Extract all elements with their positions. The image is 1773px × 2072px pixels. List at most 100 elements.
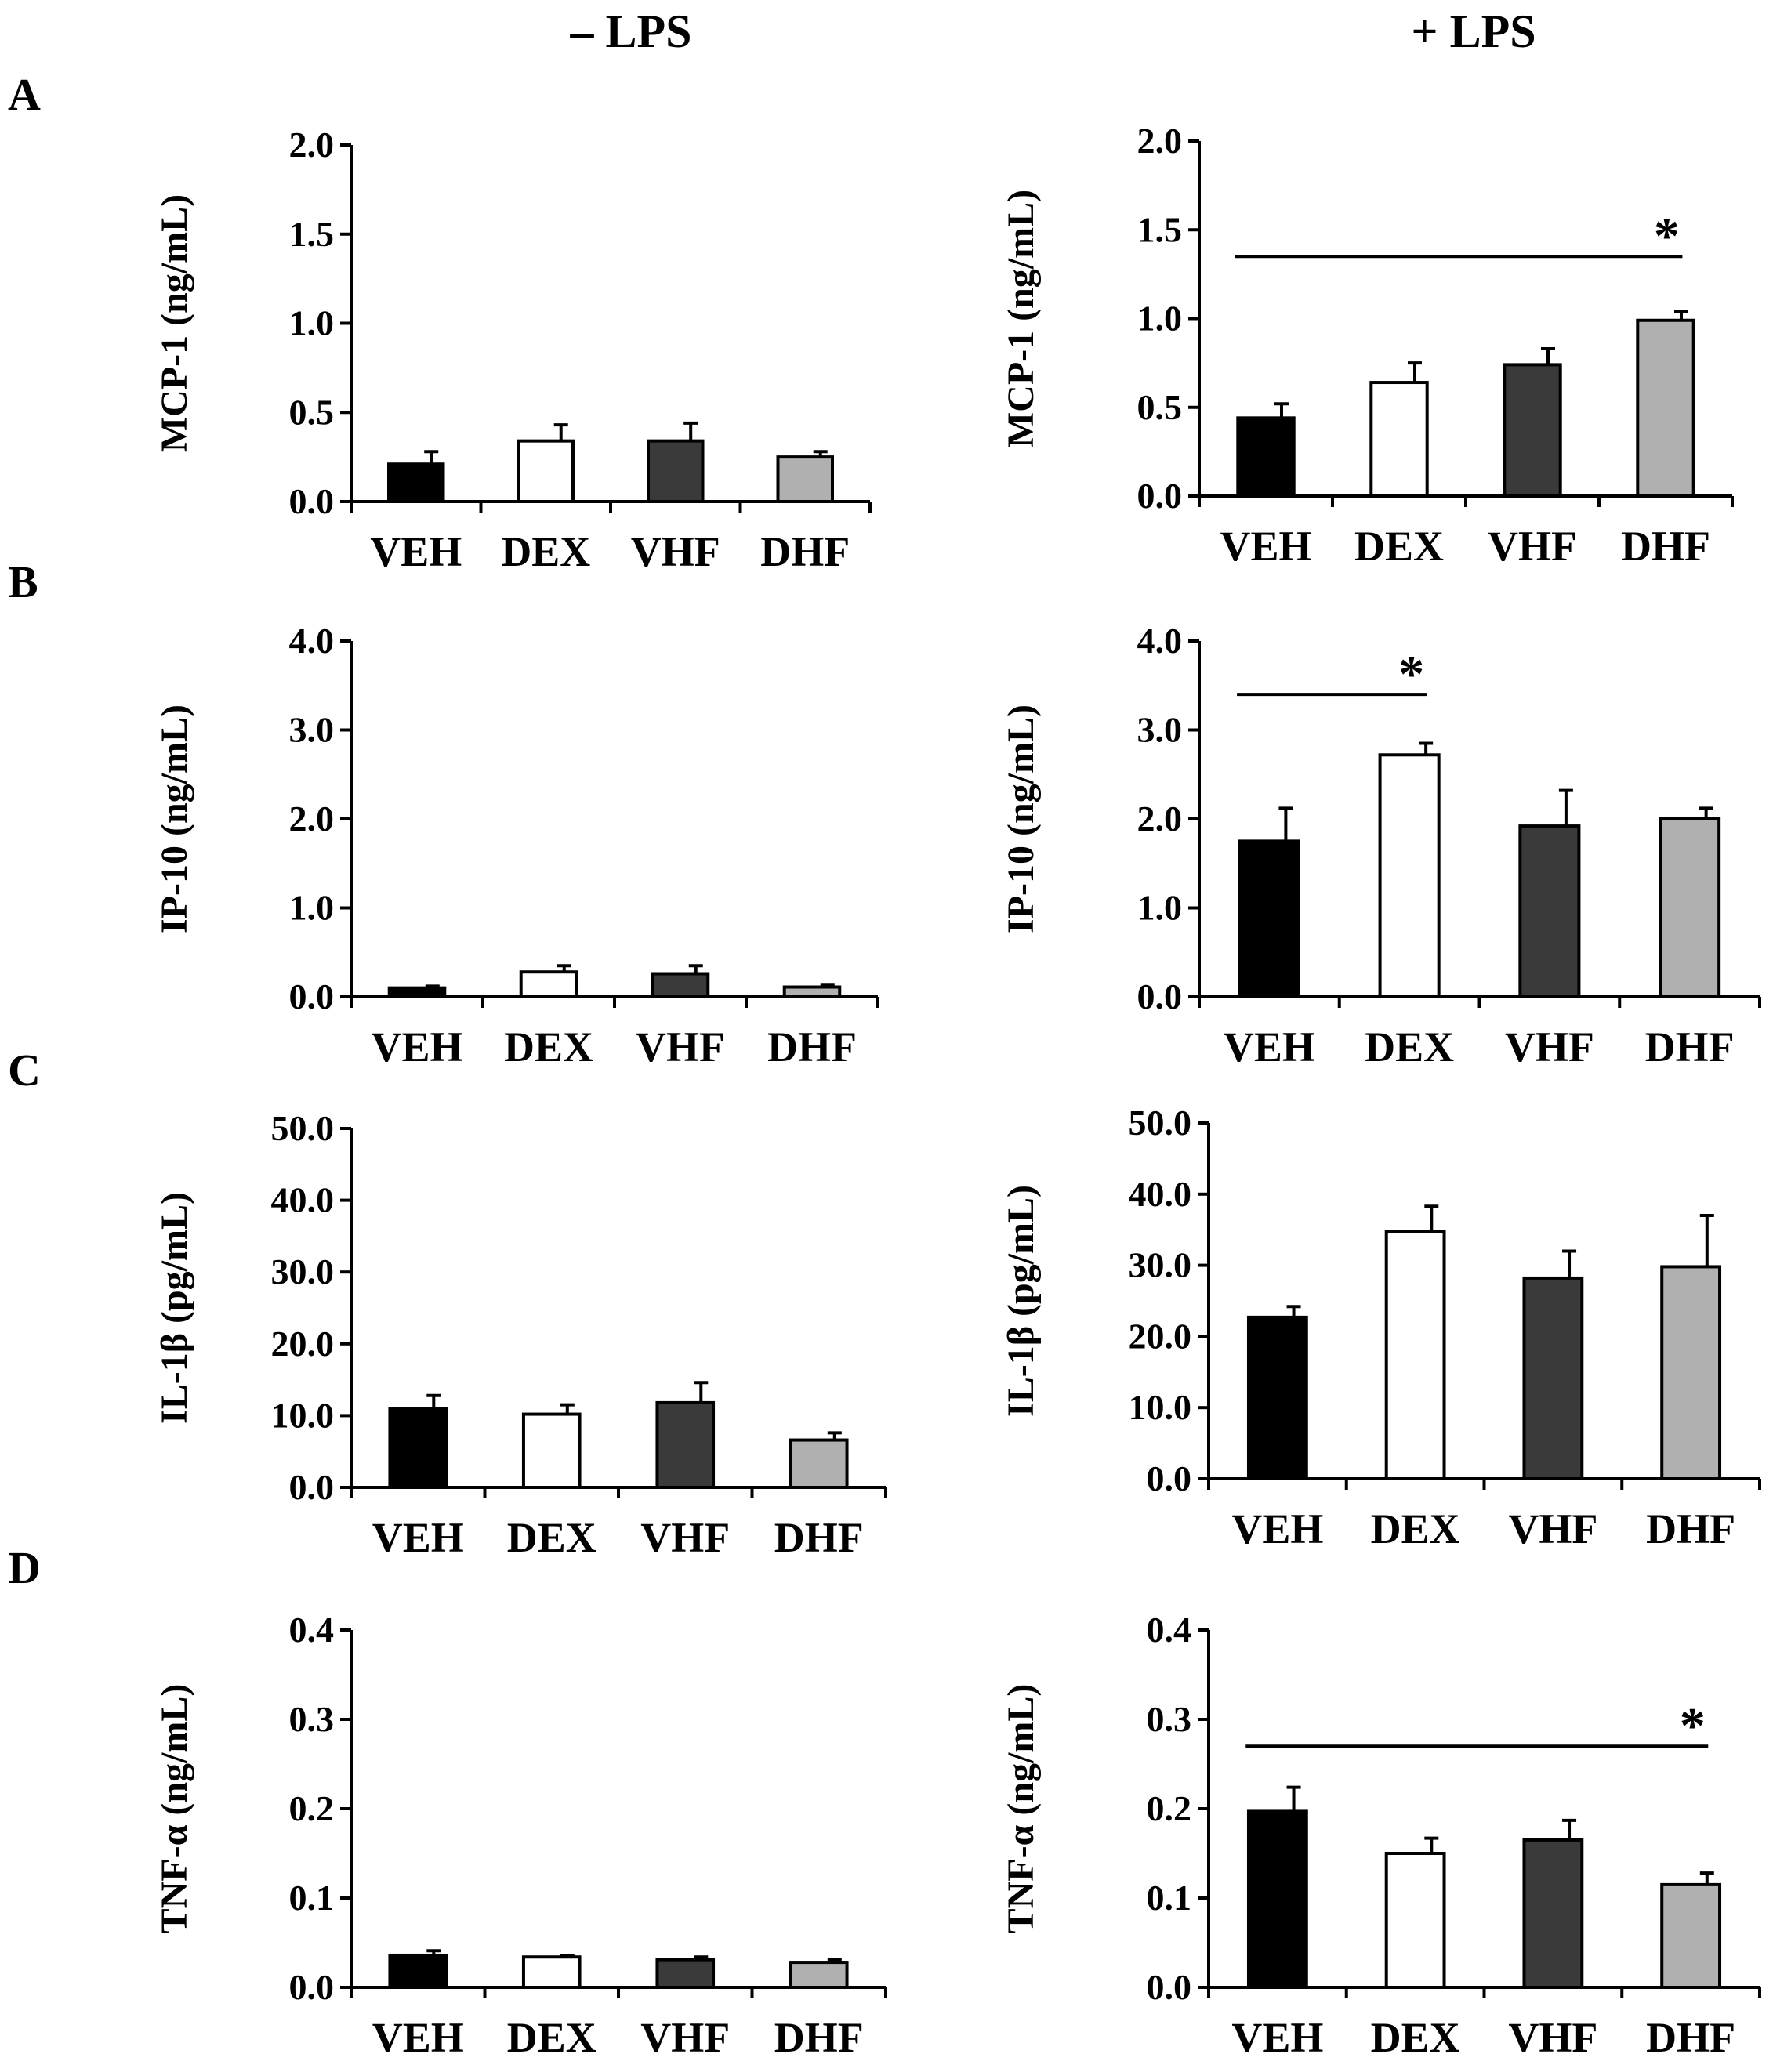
panel-b-plus-lps-category-label-veh: VEH: [1224, 1023, 1315, 1070]
panel-b-plus-lps-bar-dhf: [1659, 817, 1721, 998]
panel-c-plus-lps-y-tick-label: 50.0: [1129, 1103, 1192, 1143]
panel-b-minus-lps-chart: 0.0 1.0 2.0 3.0 4.0 VEH DEX VHF DHF IP-10 (ng/mL): [154, 621, 879, 1070]
panel-c-plus-lps-y-tick-label: 30.0: [1129, 1245, 1192, 1285]
panel-b-minus-lps-y-tick-label: 1.0: [289, 888, 335, 928]
panel-a-minus-lps-y-tick-label: 0.5: [289, 392, 335, 432]
panel-d-plus-lps-bar-vhf: [1522, 1838, 1584, 1989]
panel-b-minus-lps-category-label-vhf: VHF: [636, 1023, 725, 1070]
panel-a-plus-lps-bar-veh: [1236, 416, 1296, 498]
panel-a-plus-lps-y-tick-label: 0.0: [1137, 476, 1183, 516]
column-title-plus-lps: + LPS: [1411, 5, 1536, 57]
panel-d-minus-lps-category-label-vhf: VHF: [640, 2014, 730, 2061]
panel-c-minus-lps-category-label-veh: VEH: [372, 1514, 464, 1561]
panel-a-minus-lps-bar-veh: [386, 462, 445, 503]
panel-b-minus-lps-y-tick-label: 4.0: [289, 621, 335, 661]
panel-b-plus-lps-bar-veh: [1238, 839, 1300, 998]
panel-d-plus-lps-bar-dex: [1384, 1852, 1446, 1989]
column-title-minus-lps: – LPS: [569, 5, 691, 57]
panel-c-plus-lps-y-tick-label: 20.0: [1129, 1316, 1192, 1356]
panel-c-minus-lps-bar-dhf: [789, 1438, 849, 1489]
panel-a-minus-lps-y-tick-label: 1.5: [289, 214, 335, 254]
panel-b-plus-lps-y-tick-label: 1.0: [1137, 888, 1183, 928]
panel-c-minus-lps-category-label-dhf: DHF: [774, 1514, 864, 1561]
panel-a-minus-lps-y-axis-label: MCP-1 (ng/mL): [154, 194, 195, 452]
panel-d-minus-lps-bar-dex: [521, 1955, 582, 1989]
panel-b-minus-lps-y-tick-label: 2.0: [289, 799, 335, 839]
panel-b-minus-lps-category-label-dhf: DHF: [767, 1023, 857, 1070]
panel-a-minus-lps-category-label-vhf: VHF: [631, 528, 720, 575]
panel-b-minus-lps-y-tick-label: 3.0: [289, 710, 335, 750]
panel-d-plus-lps-y-tick-label: 0.4: [1147, 1610, 1192, 1650]
panel-c-plus-lps-category-label-veh: VEH: [1231, 1505, 1323, 1552]
panel-c-plus-lps-category-label-dhf: DHF: [1646, 1505, 1735, 1552]
panel-a-plus-lps-y-tick-label: 2.0: [1137, 121, 1183, 161]
panel-a-plus-lps-category-label-vhf: VHF: [1488, 523, 1577, 570]
panel-c-minus-lps-bar-dex: [521, 1412, 582, 1489]
panel-a-plus-lps-y-tick-label: 0.5: [1137, 387, 1183, 427]
panel-a-plus-lps-category-label-veh: VEH: [1220, 523, 1311, 570]
panel-c-minus-lps-category-label-dex: DEX: [507, 1514, 596, 1561]
panel-c-plus-lps-y-tick-label: 0.0: [1147, 1458, 1192, 1498]
panel-c-minus-lps-y-tick-label: 40.0: [271, 1180, 335, 1220]
panel-b-plus-lps-y-tick-label: 3.0: [1137, 710, 1183, 750]
panel-a-minus-lps-y-tick-label: 2.0: [289, 125, 335, 165]
panel-a-plus-lps-chart: 0.0 0.5 1.0 1.5 2.0 VEH DEX VHF DHF MCP-1 (ng/mL)…: [1000, 121, 1734, 570]
panel-b-plus-lps-y-tick-label: 2.0: [1137, 799, 1183, 839]
panel-c-minus-lps-y-axis-label: IL-1β (pg/mL): [154, 1192, 195, 1424]
panel-a-plus-lps-category-label-dex: DEX: [1354, 523, 1444, 570]
panel-d-plus-lps-y-tick-label: 0.1: [1147, 1878, 1192, 1918]
panel-b-minus-lps-category-label-dex: DEX: [504, 1023, 593, 1070]
panel-c-plus-lps-chart: 0.0 10.0 20.0 30.0 40.0 50.0 VEH DEX VHF DHF IL-1β…: [1000, 1103, 1761, 1552]
panel-b-plus-lps-chart: 0.0 1.0 2.0 3.0 4.0 VEH DEX VHF DHF IP-10 (ng/mL)…: [1000, 621, 1761, 1070]
panel-d-minus-lps-category-label-dhf: DHF: [774, 2014, 864, 2061]
panel-b-plus-lps-category-label-dex: DEX: [1365, 1023, 1454, 1070]
panel-a-minus-lps-category-label-dhf: DHF: [760, 528, 850, 575]
panel-d-plus-lps-category-label-vhf: VHF: [1508, 2014, 1597, 2061]
panel-a-plus-lps-category-label-dhf: DHF: [1621, 523, 1710, 570]
panel-c-minus-lps-category-label-vhf: VHF: [640, 1514, 730, 1561]
panel-c-plus-lps-bar-vhf: [1522, 1276, 1584, 1480]
panel-d-plus-lps-category-label-dex: DEX: [1371, 2014, 1460, 2061]
panel-a-minus-lps-chart: 0.0 0.5 1.0 1.5 2.0 VEH DEX VHF DHF MCP-1 (ng/mL): [154, 125, 872, 575]
panel-c-plus-lps-y-axis-label: IL-1β (pg/mL): [1000, 1185, 1042, 1417]
panel-letter-c: C: [8, 1045, 41, 1096]
panel-d-minus-lps-bar-dhf: [789, 1961, 849, 1990]
panel-c-minus-lps-y-tick-label: 0.0: [289, 1467, 335, 1507]
panel-a-plus-lps-bar-vhf: [1503, 363, 1562, 498]
panel-b-plus-lps-bar-dex: [1378, 753, 1441, 999]
charts: 0.0 0.5 1.0 1.5 2.0 VEH DEX VHF DHF MCP-1 (ng/mL)…: [154, 121, 1761, 2061]
panel-a-minus-lps-category-label-veh: VEH: [370, 528, 462, 575]
panel-c-minus-lps-bar-veh: [388, 1407, 448, 1489]
panel-d-plus-lps-chart: 0.0 0.1 0.2 0.3 0.4 VEH DEX VHF DHF TNF-α (ng/mL)…: [1000, 1610, 1761, 2061]
panel-d-minus-lps-bar-veh: [388, 1953, 448, 1989]
panel-b-minus-lps-bar-veh: [387, 986, 447, 999]
panel-b-plus-lps-y-tick-label: 4.0: [1137, 621, 1183, 661]
panel-b-plus-lps-category-label-dhf: DHF: [1645, 1023, 1735, 1070]
panel-d-minus-lps-bar-vhf: [655, 1958, 716, 1989]
panel-a-plus-lps-y-axis-label: MCP-1 (ng/mL): [1000, 190, 1042, 447]
panel-a-minus-lps-bar-vhf: [646, 439, 705, 504]
panel-a-plus-lps-bar-dex: [1369, 381, 1429, 498]
panel-a-minus-lps-bar-dhf: [776, 455, 835, 503]
panel-b-plus-lps-significance-star: *: [1398, 646, 1424, 703]
panel-d-minus-lps-category-label-veh: VEH: [372, 2014, 464, 2061]
panel-c-plus-lps-bar-dhf: [1660, 1265, 1722, 1481]
panel-c-plus-lps-y-tick-label: 10.0: [1129, 1387, 1192, 1427]
panel-b-plus-lps-bar-vhf: [1518, 824, 1581, 998]
panel-c-minus-lps-y-tick-label: 30.0: [271, 1252, 335, 1291]
panel-a-plus-lps-y-tick-label: 1.0: [1137, 299, 1183, 339]
panel-d-minus-lps-y-axis-label: TNF-α (ng/mL): [154, 1684, 195, 1934]
panel-d-minus-lps-y-tick-label: 0.0: [289, 1967, 335, 2007]
panel-d-plus-lps-y-axis-label: TNF-α (ng/mL): [1000, 1684, 1042, 1934]
panel-a-minus-lps-y-tick-label: 1.0: [289, 303, 335, 343]
panel-a-minus-lps-category-label-dex: DEX: [501, 528, 590, 575]
panel-d-minus-lps-chart: 0.0 0.1 0.2 0.3 0.4 VEH DEX VHF DHF TNF-α (ng/mL): [154, 1610, 887, 2061]
panel-d-plus-lps-bar-dhf: [1660, 1882, 1722, 1989]
panel-d-minus-lps-y-tick-label: 0.2: [289, 1788, 335, 1828]
panel-d-plus-lps-significance-star: *: [1680, 1697, 1706, 1755]
panel-b-minus-lps-bar-dhf: [782, 985, 842, 999]
panel-b-plus-lps-y-tick-label: 0.0: [1137, 976, 1183, 1016]
panel-c-minus-lps-y-tick-label: 20.0: [271, 1324, 335, 1364]
panel-c-plus-lps-bar-veh: [1246, 1315, 1308, 1481]
